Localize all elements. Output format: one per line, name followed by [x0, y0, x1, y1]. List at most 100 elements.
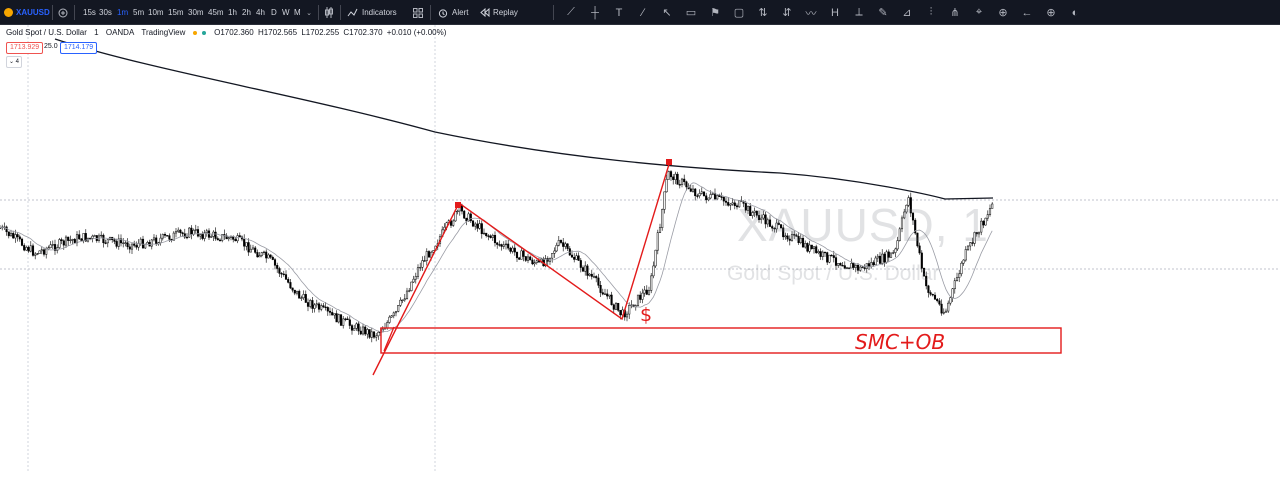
candle-body [555, 244, 558, 252]
candle-body [652, 265, 655, 277]
candle-body [172, 232, 175, 241]
candle-body [931, 294, 934, 296]
interval-15m[interactable]: 15m [168, 8, 184, 17]
candle-body [907, 197, 910, 206]
candle-body [82, 233, 85, 241]
candle-body [364, 326, 367, 335]
bid-price-button[interactable]: 1713.929 [6, 42, 44, 54]
long-position-icon[interactable]: ⇅ [758, 7, 768, 19]
lock-icon[interactable]: ⊕ [998, 7, 1008, 19]
candle-body [927, 285, 930, 293]
short-position-icon[interactable]: ⇵ [782, 7, 792, 19]
candle-body [988, 208, 992, 215]
candle-body [16, 234, 19, 238]
candle-body [421, 260, 424, 268]
candle-body [955, 277, 959, 282]
candle-body [942, 311, 945, 314]
candle-body [392, 312, 395, 317]
candle-body [456, 210, 459, 213]
interval-1h[interactable]: 1h [228, 8, 237, 17]
candle-body [399, 299, 402, 306]
measure-icon[interactable]: ⊿ [902, 7, 912, 19]
chevron-down-icon[interactable]: ⌄ [306, 9, 312, 17]
interval-30s[interactable]: 30s [99, 8, 112, 17]
toolbar-divider [318, 5, 319, 20]
candle-body [273, 259, 277, 266]
eye-icon[interactable]: ◐ [1071, 6, 1079, 19]
candle-body [306, 302, 310, 307]
pitchfork-icon[interactable]: ⋔ [950, 7, 960, 19]
trend-line-icon[interactable]: ⟋ [567, 6, 575, 18]
impulse-trend-lines[interactable] [372, 160, 671, 376]
candle-body [793, 234, 796, 236]
brush-icon[interactable]: ∕ [642, 6, 644, 19]
interval-1m[interactable]: 1m [117, 8, 129, 17]
arrow-icon[interactable]: ↖ [662, 7, 672, 19]
gold-symbol-icon [4, 8, 13, 17]
interval-5m[interactable]: 5m [133, 8, 145, 17]
order-block-rectangle[interactable] [380, 327, 1062, 354]
candle-body [238, 235, 241, 238]
plus-circle-icon[interactable]: ⊕ [1046, 7, 1056, 19]
callout-icon[interactable]: ▢ [733, 7, 745, 19]
symbol-label: XAUUSD [16, 8, 50, 17]
order-block-entry-line[interactable] [383, 326, 395, 352]
candle-body [810, 244, 813, 250]
legend-provider: TradingView [141, 28, 186, 37]
interval-m[interactable]: M [294, 8, 301, 17]
interval-10m[interactable]: 10m [148, 8, 164, 17]
symbol-search-button[interactable]: XAUUSD [4, 0, 50, 25]
cursor-icon[interactable]: ⌖ [975, 6, 983, 18]
smc-ob-annotation[interactable]: SMC+OB [855, 330, 945, 354]
candle-body [53, 244, 57, 251]
candle-body [980, 220, 983, 233]
candle-body [764, 214, 767, 225]
ask-price-button[interactable]: 1714.179 [60, 42, 98, 54]
cross-line-icon[interactable]: ┼ [591, 6, 599, 19]
candle-body [20, 238, 24, 246]
interval-45m[interactable]: 45m [208, 8, 224, 17]
toolbar-background [0, 0, 1280, 25]
candle-body [36, 253, 39, 255]
interval-2h[interactable]: 2h [242, 8, 251, 17]
candle-body [394, 311, 398, 314]
candle-body [168, 235, 171, 240]
compare-plus-icon[interactable] [56, 0, 70, 25]
candle-body [282, 273, 285, 276]
text-icon[interactable]: T [615, 6, 623, 19]
candle-body [689, 188, 692, 192]
arrow-left-icon[interactable]: ← [1021, 6, 1033, 19]
candle-body [951, 288, 954, 298]
interval-4h[interactable]: 4h [256, 8, 265, 17]
candle-body [903, 211, 906, 219]
brush-alt-icon[interactable]: ✎ [878, 7, 888, 19]
candle-body [317, 303, 321, 310]
candle-body [298, 290, 301, 299]
interval-w[interactable]: W [282, 8, 290, 17]
wave-icon[interactable]: 〰 [805, 7, 817, 20]
rectangle-icon[interactable]: ▭ [685, 7, 697, 19]
interval-15s[interactable]: 15s [83, 8, 96, 17]
interval-d[interactable]: D [271, 8, 277, 17]
fib-retracement-icon[interactable]: H [831, 6, 839, 19]
candle-body [782, 227, 785, 238]
alert-button[interactable]: Alert [438, 0, 468, 25]
candle-body [614, 302, 618, 310]
chart-area[interactable]: $ SMC+OB [0, 25, 1280, 472]
forecast-icon[interactable]: ⫶ [929, 6, 933, 18]
interval-30m[interactable]: 30m [188, 8, 204, 17]
indicators-button[interactable]: Indicators [347, 0, 397, 25]
candle-body [894, 248, 897, 253]
flag-icon[interactable]: ⚑ [710, 7, 720, 19]
dollar-annotation[interactable]: $ [640, 304, 652, 326]
ruler-icon[interactable]: ⟂ [855, 6, 863, 18]
legend-title[interactable]: Gold Spot / U.S. Dollar [6, 28, 87, 37]
candle-body [513, 247, 516, 253]
templates-grid-icon[interactable] [412, 0, 424, 25]
price-chart[interactable]: $ SMC+OB [0, 25, 1280, 472]
market-open-dot-icon [201, 30, 206, 35]
collapse-legend-button[interactable]: ⌄ 4 [6, 56, 22, 68]
replay-button[interactable]: Replay [480, 0, 518, 25]
candle-body [566, 243, 569, 249]
candle-type-icon[interactable] [323, 0, 335, 25]
